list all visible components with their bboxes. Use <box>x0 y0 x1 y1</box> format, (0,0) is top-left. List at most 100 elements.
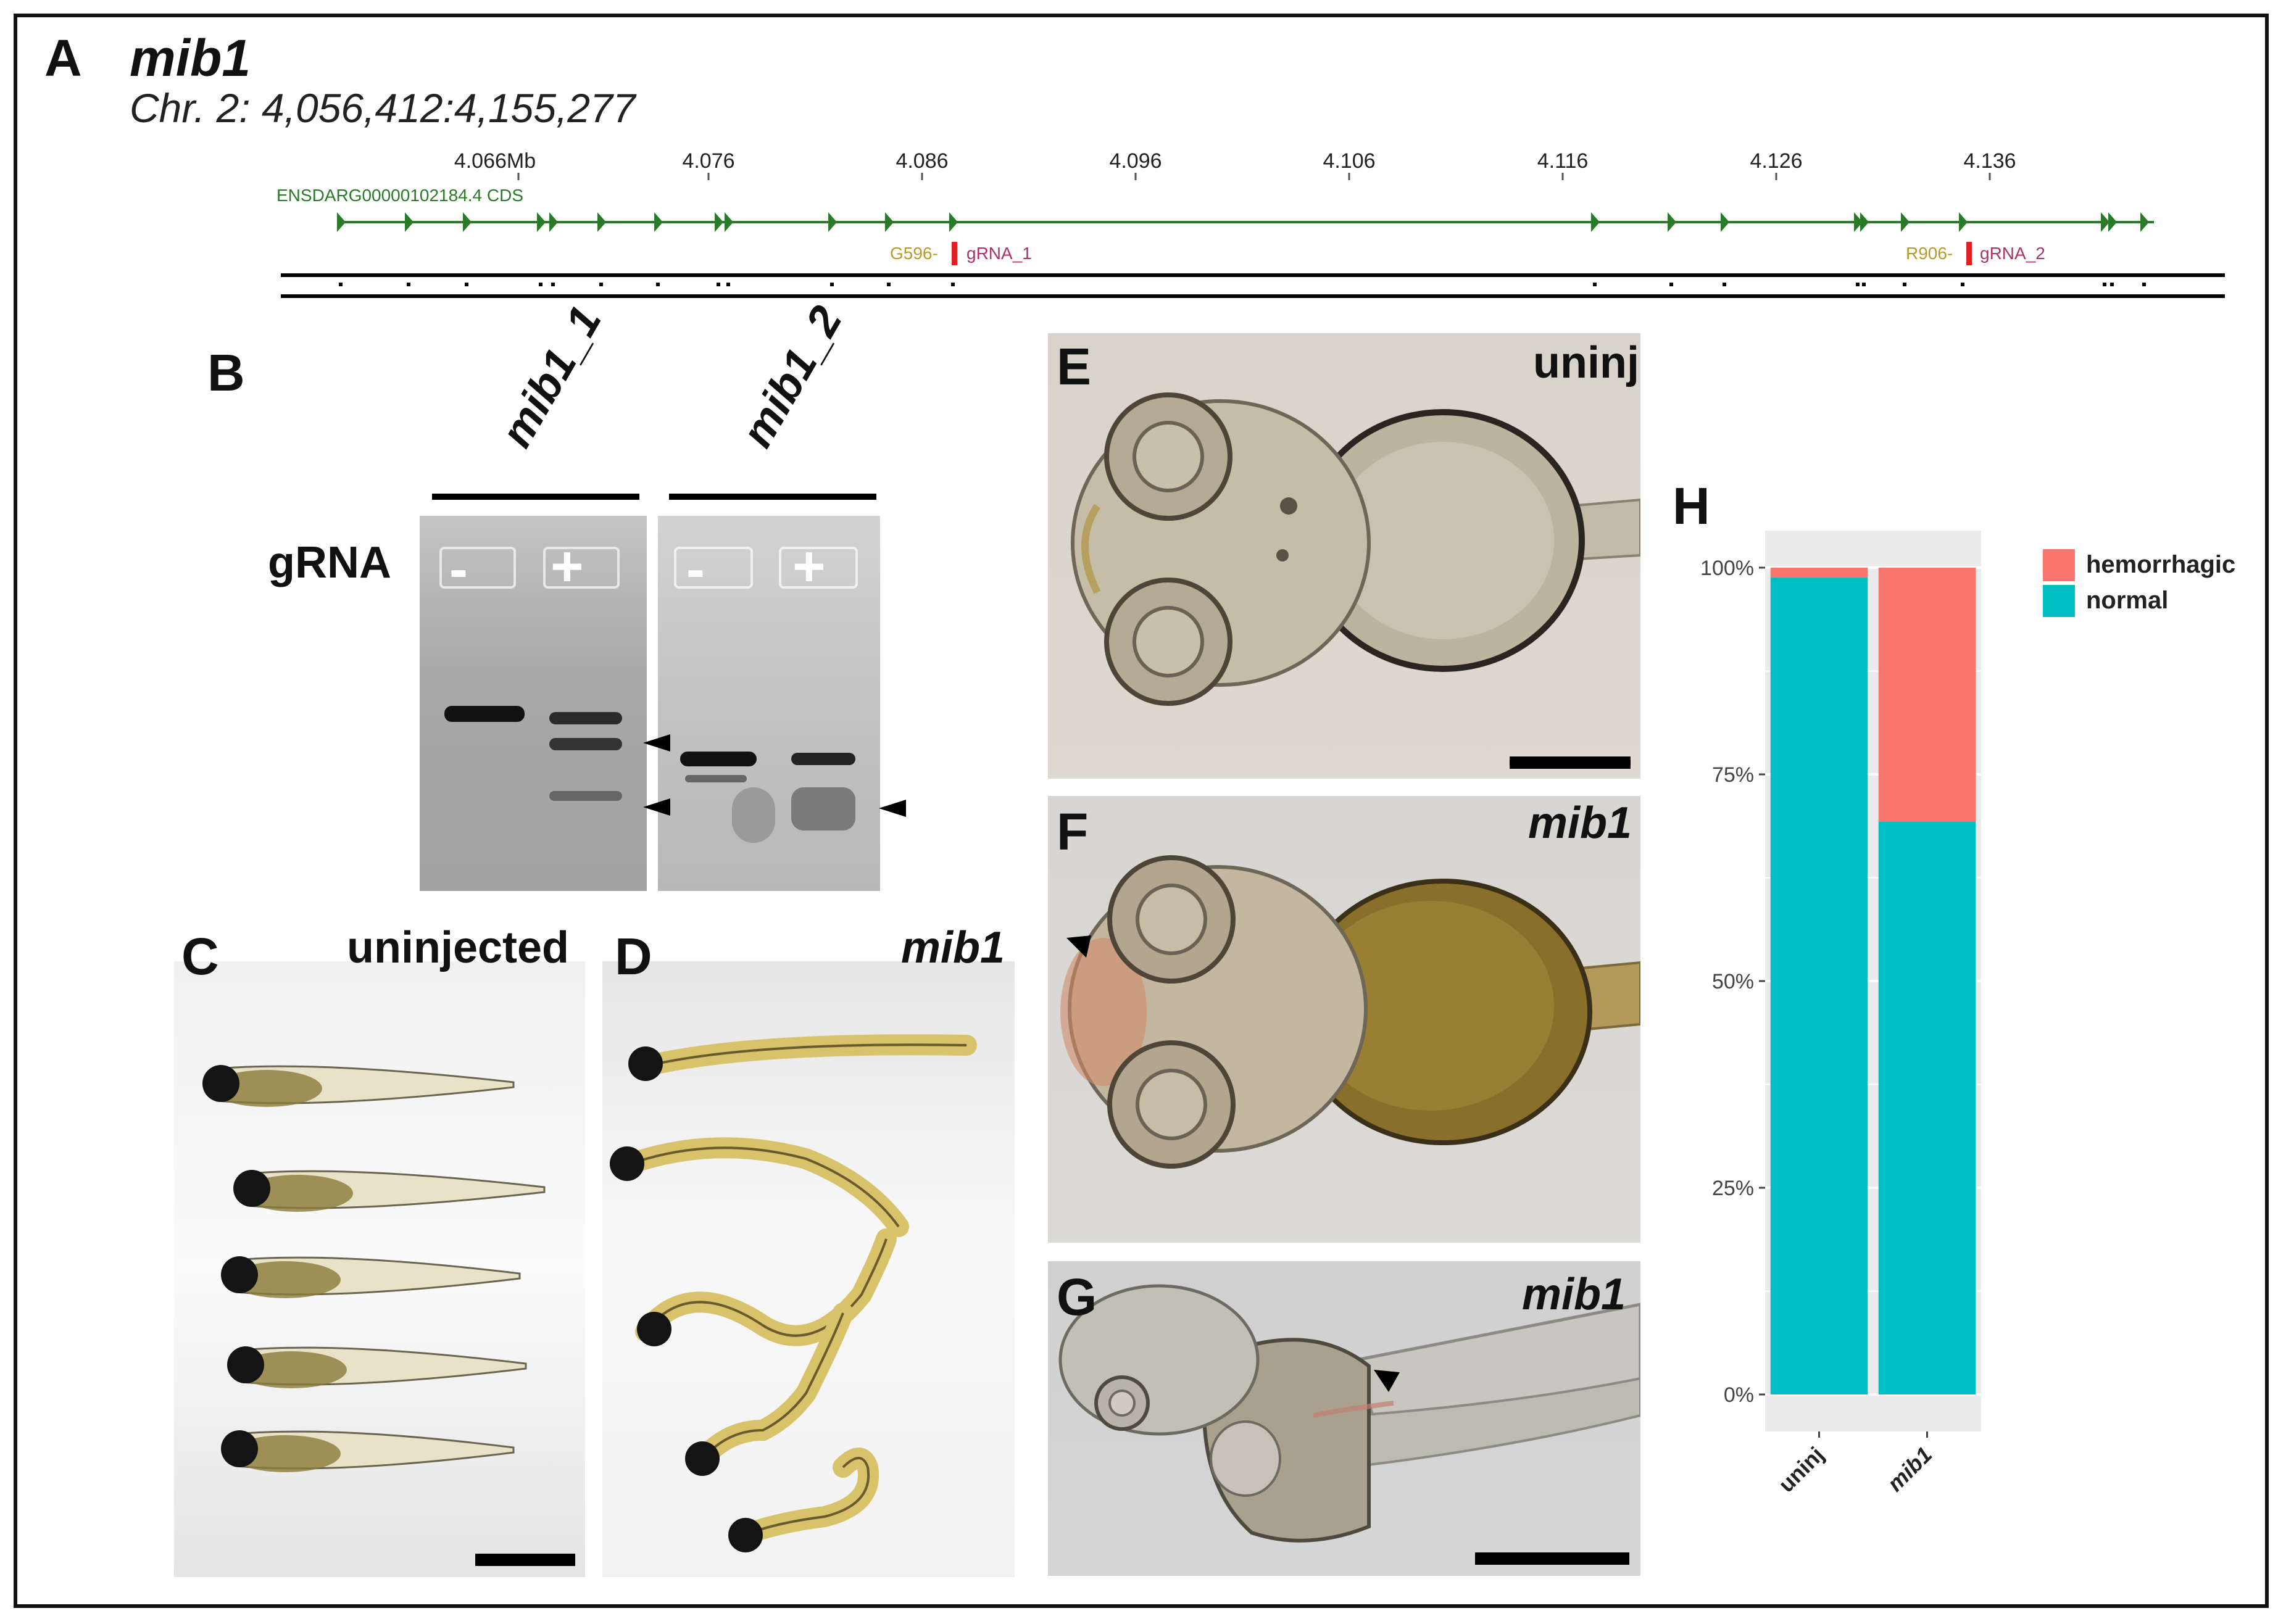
exon-arrow <box>1668 212 1676 232</box>
lane-group-1-bar <box>432 494 639 500</box>
bar-segment-hemorrhagic <box>1878 568 1976 822</box>
grna1-prefix: G596- <box>890 244 938 263</box>
larva <box>728 1448 879 1552</box>
reference-dot <box>1593 283 1597 286</box>
panel-c-photo <box>174 961 585 1577</box>
bar-segment-normal <box>1770 578 1868 1394</box>
larva <box>628 1034 977 1081</box>
stacked-bar-chart: 0% 25% 50% 75% 100% uninj mib1 hemorrhagic nor… <box>1700 531 2235 1497</box>
panel-h-letter: H <box>1673 477 1710 535</box>
chromosome-coordinates: Chr. 2: 4,056,412:4,155,277 <box>130 85 636 131</box>
gel-image-1: - + <box>420 516 647 891</box>
y-tick-label: 25% <box>1712 1177 1754 1200</box>
panel-e-photo <box>1048 333 1640 779</box>
arrowhead-icon <box>1374 1370 1400 1392</box>
genome-track: 4.066Mb 4.076 4.086 4.096 4.106 4.116 4.… <box>276 149 2225 298</box>
arrowhead-icon <box>643 734 670 752</box>
y-tick-label: 0% <box>1724 1383 1754 1407</box>
legend-label: normal <box>2086 587 2168 614</box>
gel-image-2: - + <box>658 516 880 891</box>
reference-dot <box>1723 283 1726 286</box>
larva <box>685 1303 854 1476</box>
panel-f-label: mib1 <box>1528 798 1632 848</box>
legend-swatch <box>2043 549 2075 581</box>
reference-dot <box>599 283 603 286</box>
panel-f-photo <box>1048 796 1640 1243</box>
y-tick-label: 75% <box>1712 763 1754 787</box>
reference-dot <box>2110 283 2114 286</box>
transcript-label: ENSDARG00000102184.4 CDS <box>276 186 523 205</box>
lane-group-2-bar <box>669 494 876 500</box>
gel-band <box>549 791 622 801</box>
y-tick-label: 50% <box>1712 970 1754 993</box>
reference-dot <box>1862 283 1866 286</box>
panel-f-letter: F <box>1057 803 1089 861</box>
arrowhead-icon <box>1066 935 1091 958</box>
larva <box>635 1228 897 1346</box>
panel-g-letter: G <box>1057 1268 1097 1326</box>
x-tick-label: mib1 <box>1882 1442 1937 1496</box>
exon-arrow <box>549 212 558 232</box>
panel-e-label: uninj <box>1533 338 1639 387</box>
exon-arrow <box>828 212 837 232</box>
larva <box>202 1065 515 1107</box>
exon-arrow <box>1860 212 1869 232</box>
larvae-uninjected <box>202 1065 546 1472</box>
reference-dot <box>951 283 955 286</box>
exon-arrow <box>1854 212 1863 232</box>
panel-c-label: uninjected <box>347 923 570 972</box>
gel-band <box>685 775 747 782</box>
grna-row-label: gRNA <box>268 538 391 587</box>
exon-arrow <box>725 212 733 232</box>
minus-sign: - <box>449 539 468 600</box>
y-tick-label: 100% <box>1700 557 1754 580</box>
figure-frame <box>14 14 2269 1608</box>
legend-label: hemorrhagic <box>2086 551 2235 578</box>
larva <box>610 1137 909 1237</box>
grna1-cut-site <box>952 242 957 265</box>
exon-arrow <box>337 212 346 232</box>
grna2-cut-site <box>1966 242 1972 265</box>
tick-label: 4.096 <box>1109 149 1162 173</box>
exon-arrow <box>2101 212 2109 232</box>
grna2-prefix: R906- <box>1906 244 1953 263</box>
exon-arrow <box>405 212 414 232</box>
reference-dot <box>1961 283 1964 286</box>
exon-arrow <box>463 212 472 232</box>
exon-arrow <box>2108 212 2117 232</box>
bar-segment-hemorrhagic <box>1770 568 1868 578</box>
tick-label: 4.136 <box>1963 149 2016 173</box>
gene-title: mib1 <box>130 29 251 87</box>
larva <box>233 1170 546 1212</box>
exon-arrow <box>1721 212 1729 232</box>
reference-dot <box>1856 283 1860 286</box>
panel-g-label: mib1 <box>1522 1270 1626 1319</box>
scale-bar <box>1475 1552 1629 1565</box>
reference-dot <box>1903 283 1906 286</box>
reference-dot <box>887 283 891 286</box>
larvae-mib1 <box>610 1034 977 1552</box>
bar-segment-normal <box>1878 821 1976 1394</box>
embryo-dorsal-mib1 <box>1060 855 1640 1169</box>
exon-arrow <box>654 212 663 232</box>
exon-arrow <box>2140 212 2149 232</box>
panel-g-photo <box>1048 1261 1640 1576</box>
plus-sign: + <box>792 535 826 598</box>
scale-bar <box>1510 756 1631 769</box>
exon-arrow <box>715 212 723 232</box>
tick-label: 4.126 <box>1750 149 1802 173</box>
gel-band <box>444 706 525 722</box>
larva <box>221 1256 521 1298</box>
panel-d-label: mib1 <box>901 923 1005 972</box>
exon-arrow <box>949 212 958 232</box>
reference-dot <box>830 283 834 286</box>
larva <box>221 1430 515 1472</box>
tick-label: 4.086 <box>896 149 948 173</box>
reference-dot <box>465 283 468 286</box>
tick-label: 4.066Mb <box>454 149 536 173</box>
larva <box>227 1346 527 1388</box>
reference-dot <box>2142 283 2146 286</box>
embryo-dorsal-uninj <box>1071 392 1640 706</box>
reference-dot <box>551 283 555 286</box>
reference-markers <box>339 283 2146 286</box>
